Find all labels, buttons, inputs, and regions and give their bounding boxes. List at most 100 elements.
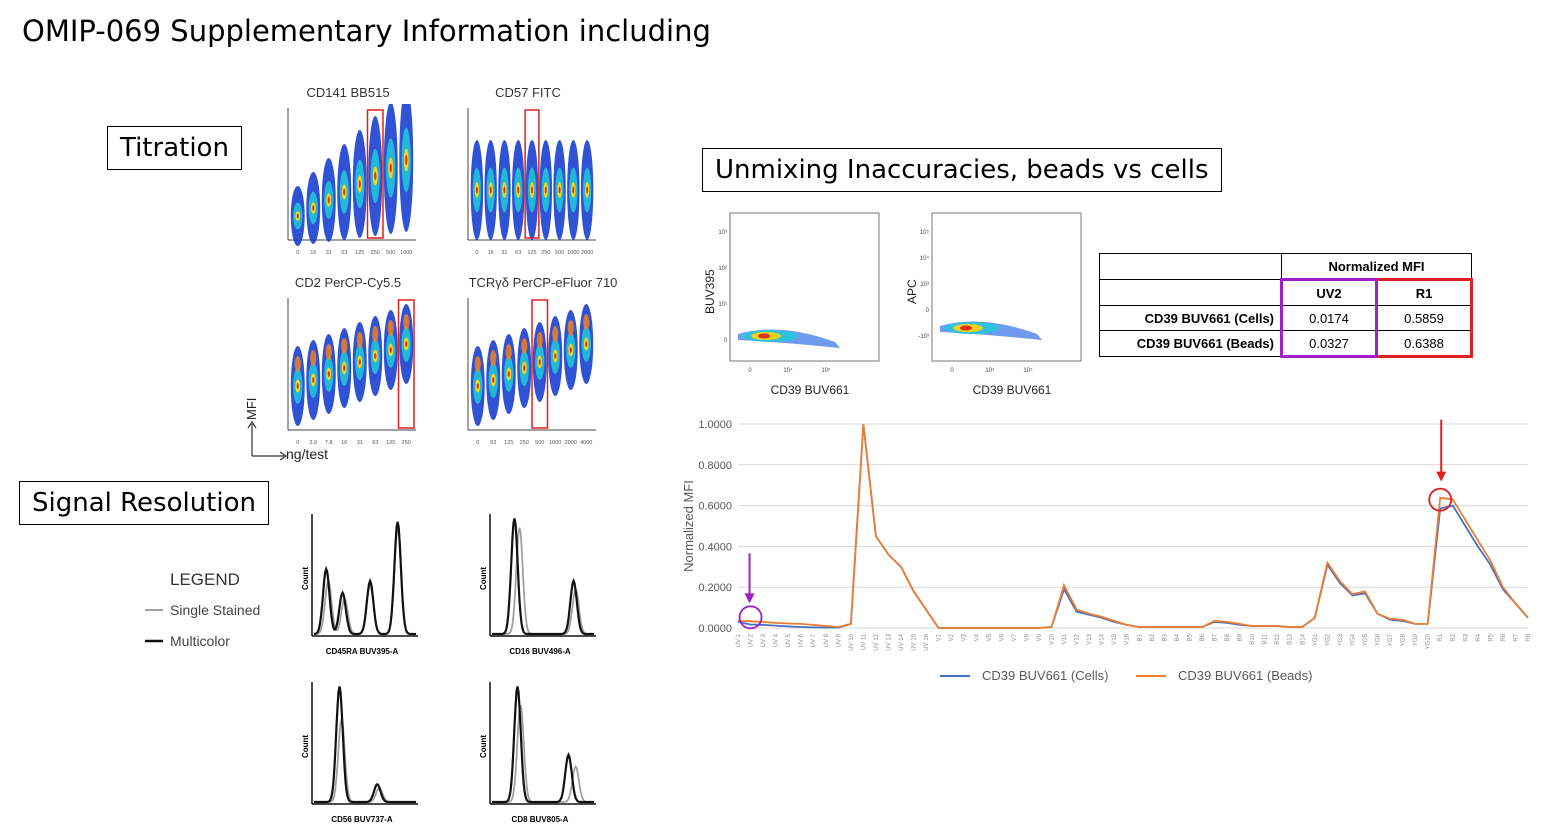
- scatter-x-tick: 0: [950, 368, 954, 374]
- x-tick-label: V13: [1087, 633, 1093, 644]
- col-uv2-header: UV2: [1280, 278, 1378, 306]
- titration-tick-label: 1000: [400, 250, 412, 256]
- scatter-x-label: CD39 BUV661: [973, 383, 1052, 397]
- titration-tick-label: 500: [535, 440, 544, 446]
- x-tick-label: UV 9: [836, 633, 842, 647]
- titration-tick-label: 125: [527, 250, 536, 256]
- x-tick-label: V3: [962, 633, 968, 641]
- histogram-plot: Count CD8 BUV805-A: [479, 682, 596, 824]
- titration-tick-label: 3.9: [309, 440, 317, 446]
- x-tick-label: V11: [1062, 633, 1068, 644]
- x-tick-label: R2: [1451, 633, 1457, 641]
- x-tick-label: V8: [1024, 633, 1030, 641]
- histogram-plot: Count CD56 BUV737-A: [301, 682, 418, 824]
- signal-resolution-label: Signal Resolution: [19, 481, 269, 525]
- multicolor-curve: [492, 686, 594, 804]
- histogram-plot: Count CD16 BUV496-A: [479, 514, 596, 656]
- scatter-x-tick: 10⁵: [1023, 367, 1033, 374]
- scatter-y-tick: 10³: [920, 282, 929, 288]
- titration-density-plot: 0 16 31 63 125 250 500 1000 2000: [467, 108, 596, 256]
- titration-panel-title: CD141 BB515: [306, 85, 390, 100]
- titration-density-plot: 0 16 31 63 125 250 500 1000: [287, 104, 416, 256]
- scatter-y-tick: 10¹: [718, 302, 727, 308]
- titration-tick-label: 16: [488, 250, 494, 256]
- x-tick-label: UV 7: [811, 633, 817, 647]
- scatter-x-tick: 10⁵: [821, 367, 831, 374]
- scatter-plot: APC CD39 BUV661 10⁵ 10⁴ 10³ 0 -10³ 0 10⁴ 10⁵: [905, 212, 1082, 397]
- optimal-titer-highlight: [397, 299, 415, 429]
- titration-label: Titration: [107, 126, 242, 170]
- x-tick-label: YG1: [1313, 633, 1319, 646]
- x-tick-label: B8: [1225, 633, 1231, 641]
- cell-r1: 0.6388: [1375, 330, 1473, 358]
- x-tick-label: YG9: [1413, 633, 1419, 646]
- titration-tick-label: 63: [490, 440, 496, 446]
- x-tick-label: UV 16: [924, 633, 930, 650]
- y-tick-label: 0.8000: [698, 460, 732, 472]
- x-tick-label: B2: [1150, 633, 1156, 641]
- scatter-x-label: CD39 BUV661: [771, 383, 850, 397]
- x-tick-label: UV 15: [912, 633, 918, 650]
- optimal-titer-highlight: [366, 109, 384, 239]
- x-tick-label: R7: [1513, 633, 1519, 641]
- multicolor-curve: [314, 686, 416, 804]
- optimal-titer-highlight: [524, 109, 540, 239]
- x-tick-label: B13: [1288, 633, 1294, 644]
- multicolor-curve: [313, 521, 416, 636]
- histogram-x-label: CD16 BUV496-A: [509, 647, 571, 656]
- y-tick-label: 0.6000: [698, 501, 732, 513]
- row-label: CD39 BUV661 (Beads): [1099, 330, 1282, 357]
- legend-swatches: [145, 609, 163, 643]
- scatter-x-tick: 10⁴: [783, 367, 793, 374]
- titration-tick-label: 0: [296, 250, 299, 256]
- normalized-mfi-table: Normalized MFI UV2 R1 CD39 BUV661 (Cells…: [1099, 253, 1473, 358]
- titration-tick-label: 0: [475, 250, 478, 256]
- titration-tick-label: 63: [341, 250, 347, 256]
- normalized-mfi-line-chart: 0.0000 0.2000 0.4000 0.6000 0.8000 1.0000 Norm…: [681, 419, 1532, 683]
- x-tick-label: UV 10: [849, 633, 855, 650]
- x-tick-label: UV 14: [899, 633, 905, 650]
- scatter-y-tick: 10⁵: [920, 229, 930, 236]
- x-tick-label: R8: [1526, 633, 1532, 641]
- single-stained-curve: [314, 715, 416, 803]
- titration-tick-label: 2000: [565, 440, 577, 446]
- row-label: CD39 BUV661 (Cells): [1099, 305, 1282, 331]
- x-tick-label: B5: [1187, 633, 1193, 641]
- x-tick-label: UV 3: [761, 633, 767, 647]
- optimal-titer-highlight: [531, 299, 549, 429]
- ngtest-axis-label: ng/test: [286, 446, 329, 462]
- histogram-x-label: CD56 BUV737-A: [331, 815, 393, 824]
- x-tick-label: B7: [1213, 633, 1219, 641]
- titration-tick-label: 31: [501, 250, 507, 256]
- x-tick-label: UV 11: [861, 633, 867, 650]
- titration-tick-label: 2000: [581, 250, 593, 256]
- x-tick-label: V2: [949, 633, 955, 641]
- scatter-x-tick: 10⁴: [985, 367, 995, 374]
- titration-tick-label: 500: [386, 250, 395, 256]
- cell-r1: 0.5859: [1375, 305, 1473, 331]
- cell-uv2: 0.0174: [1280, 305, 1378, 331]
- x-tick-label: UV 12: [874, 633, 880, 650]
- titration-tick-label: 250: [371, 250, 380, 256]
- x-tick-label: V4: [974, 633, 980, 641]
- x-tick-label: B10: [1250, 633, 1256, 644]
- x-tick-label: UV 5: [786, 633, 792, 647]
- titration-tick-label: 16: [310, 250, 316, 256]
- x-tick-label: UV 8: [824, 633, 830, 647]
- histogram-x-label: CD45RA BUV395-A: [326, 647, 399, 656]
- x-tick-label: R1: [1438, 633, 1444, 641]
- titration-tick-label: 4000: [580, 440, 592, 446]
- table-row: CD39 BUV661 (Cells) 0.0174 0.5859: [1099, 305, 1473, 331]
- titration-density-plot: 0 63 125 250 500 1000 2000 4000: [467, 298, 596, 446]
- x-tick-label: YG2: [1325, 633, 1331, 646]
- x-tick-label: B4: [1175, 633, 1181, 641]
- titration-tick-label: 1000: [567, 250, 579, 256]
- titration-panel-title: TCRγδ PerCP-eFluor 710: [468, 275, 618, 290]
- titration-tick-label: 250: [402, 440, 411, 446]
- x-tick-label: V1: [937, 633, 943, 641]
- scatter-y-tick: -10³: [918, 334, 929, 340]
- y-tick-label: 1.0000: [698, 419, 732, 431]
- titration-tick-label: 31: [357, 440, 363, 446]
- titration-tick-label: 125: [504, 440, 513, 446]
- scatter-y-label: BUV395: [703, 269, 717, 314]
